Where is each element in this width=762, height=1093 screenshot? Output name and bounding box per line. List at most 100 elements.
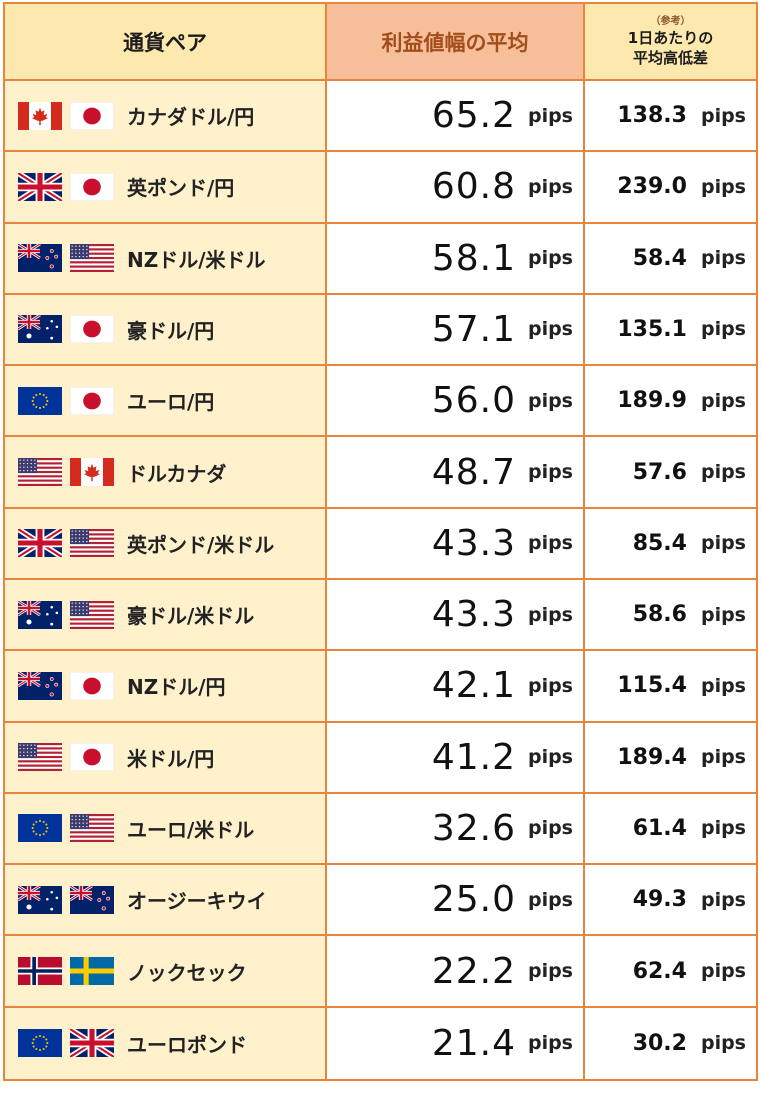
header-daily-line1: 1日あたりの: [627, 28, 714, 47]
eu-flag-icon: [18, 1029, 62, 1058]
average-value: 42.1: [431, 665, 516, 707]
table-row: NZドル/米ドル 58.1 pips 58.4 pips: [5, 223, 756, 295]
daily-range-value: 58.6: [632, 602, 687, 628]
daily-range-value: 85.4: [632, 530, 687, 556]
daily-range-cell: 62.4 pips: [585, 936, 756, 1005]
average-value: 41.2: [431, 736, 516, 778]
average-unit: pips: [527, 104, 573, 127]
table-row: ユーロポンド 21.4 pips 30.2 pips: [5, 1007, 756, 1079]
pair-name: NZドル/円: [127, 675, 226, 700]
average-cell: 42.1 pips: [327, 651, 585, 721]
pair-name: 米ドル/円: [127, 746, 215, 771]
pair-name: ドルカナダ: [127, 461, 227, 486]
average-value: 57.1: [431, 308, 516, 350]
pair-cell: ノックセック: [5, 936, 327, 1006]
us-flag-icon: [18, 743, 62, 772]
average-cell: 21.4 pips: [327, 1007, 585, 1079]
average-value: 58.1: [431, 237, 516, 279]
average-cell: 48.7 pips: [327, 437, 585, 507]
pair-cell: 米ドル/円: [5, 722, 327, 792]
us-flag-icon: [70, 600, 114, 629]
daily-range-unit: pips: [700, 603, 746, 626]
average-value: 56.0: [431, 380, 516, 422]
daily-range-cell: 239.0 pips: [585, 152, 756, 221]
japan-flag-icon: [70, 172, 114, 201]
japan-flag-icon: [70, 386, 114, 415]
average-value: 43.3: [431, 522, 516, 564]
daily-range-cell: 49.3 pips: [585, 865, 756, 934]
daily-range-unit: pips: [700, 389, 746, 412]
daily-range-value: 239.0: [617, 174, 687, 200]
header-daily-range: （参考） 1日あたりの 平均高低差: [585, 4, 756, 79]
average-value: 60.8: [431, 166, 516, 208]
japan-flag-icon: [70, 315, 114, 344]
new-zealand-flag-icon: [18, 244, 62, 273]
table-header: 通貨ペア 利益値幅の平均 （参考） 1日あたりの 平均高低差: [5, 4, 756, 81]
table-row: 米ドル/円 41.2 pips 189.4 pips: [5, 722, 756, 794]
average-cell: 41.2 pips: [327, 722, 585, 792]
header-average-profit: 利益値幅の平均: [327, 4, 585, 79]
average-cell: 57.1 pips: [327, 294, 585, 365]
pair-cell: 豪ドル/米ドル: [5, 580, 327, 650]
pair-cell: NZドル/円: [5, 651, 327, 721]
daily-range-value: 57.6: [632, 459, 687, 485]
daily-range-cell: 61.4 pips: [585, 794, 756, 863]
pair-cell: カナダドル/円: [5, 81, 327, 151]
average-unit: pips: [527, 603, 573, 626]
daily-range-value: 189.9: [617, 388, 687, 414]
table-row: カナダドル/円 65.2 pips 138.3 pips: [5, 81, 756, 153]
currency-pair-table: 通貨ペア 利益値幅の平均 （参考） 1日あたりの 平均高低差 カナダドル/円 65…: [3, 2, 758, 1081]
daily-range-value: 115.4: [617, 673, 687, 699]
canada-flag-icon: [70, 458, 114, 487]
table-row: 英ポンド/米ドル 43.3 pips 85.4 pips: [5, 508, 756, 580]
pair-cell: ユーロ/米ドル: [5, 793, 327, 864]
daily-range-value: 30.2: [632, 1030, 687, 1056]
average-unit: pips: [527, 318, 573, 341]
daily-range-unit: pips: [700, 175, 746, 198]
average-unit: pips: [527, 817, 573, 840]
daily-range-unit: pips: [700, 318, 746, 341]
daily-range-unit: pips: [700, 461, 746, 484]
pair-cell: ドルカナダ: [5, 437, 327, 507]
average-value: 25.0: [431, 879, 516, 921]
canada-flag-icon: [18, 101, 62, 130]
pair-name: ユーロポンド: [127, 1032, 247, 1057]
header-daily-note: （参考）: [650, 15, 691, 27]
new-zealand-flag-icon: [18, 671, 62, 700]
uk-flag-icon: [70, 1029, 114, 1058]
daily-range-cell: 57.6 pips: [585, 437, 756, 506]
pair-name: オージーキウイ: [127, 889, 267, 914]
new-zealand-flag-icon: [70, 885, 114, 914]
daily-range-cell: 138.3 pips: [585, 81, 756, 150]
pair-name: 英ポンド/米ドル: [127, 532, 275, 557]
us-flag-icon: [18, 458, 62, 487]
daily-range-cell: 115.4 pips: [585, 651, 756, 720]
average-cell: 65.2 pips: [327, 81, 585, 151]
table-row: 豪ドル/米ドル 43.3 pips 58.6 pips: [5, 580, 756, 652]
average-value: 65.2: [431, 95, 516, 137]
table-row: ユーロ/円 56.0 pips 189.9 pips: [5, 366, 756, 438]
daily-range-cell: 135.1 pips: [585, 295, 756, 364]
daily-range-value: 49.3: [632, 887, 687, 913]
header-currency-pair: 通貨ペア: [5, 4, 327, 79]
average-value: 43.3: [431, 594, 516, 636]
average-unit: pips: [527, 960, 573, 983]
average-unit: pips: [527, 1032, 573, 1055]
average-cell: 56.0 pips: [327, 366, 585, 436]
daily-range-cell: 30.2 pips: [585, 1008, 756, 1079]
table-row: ノックセック 22.2 pips 62.4 pips: [5, 936, 756, 1008]
average-cell: 32.6 pips: [327, 793, 585, 864]
pair-cell: 英ポンド/米ドル: [5, 508, 327, 578]
average-cell: 60.8 pips: [327, 152, 585, 222]
pair-name: ユーロ/円: [127, 390, 215, 415]
daily-range-cell: 189.9 pips: [585, 366, 756, 435]
daily-range-cell: 58.6 pips: [585, 580, 756, 649]
average-value: 32.6: [431, 807, 516, 849]
pair-name: 英ポンド/円: [127, 176, 235, 201]
daily-range-cell: 85.4 pips: [585, 509, 756, 578]
daily-range-cell: 58.4 pips: [585, 224, 756, 293]
eu-flag-icon: [18, 814, 62, 843]
pair-cell: ユーロポンド: [5, 1007, 327, 1079]
average-cell: 25.0 pips: [327, 865, 585, 935]
average-unit: pips: [527, 746, 573, 769]
